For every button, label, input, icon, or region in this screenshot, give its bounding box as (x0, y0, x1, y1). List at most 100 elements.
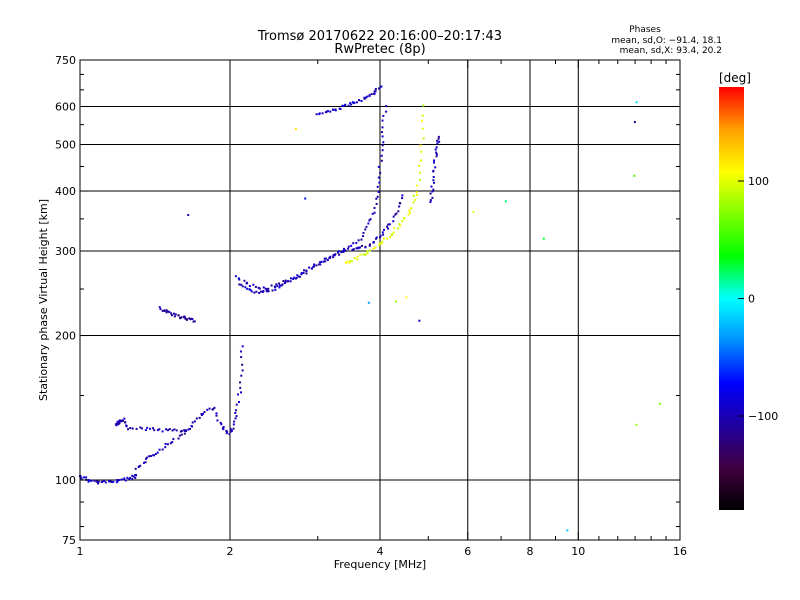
data-point (171, 429, 174, 432)
data-point (129, 427, 132, 430)
y-tick-label: 500 (55, 139, 76, 152)
x-tick-label: 6 (464, 545, 471, 558)
data-point (378, 87, 381, 90)
data-point (164, 446, 167, 449)
data-point (215, 414, 218, 417)
data-point (635, 423, 638, 426)
data-point (191, 421, 194, 424)
data-point (422, 137, 425, 140)
data-point (429, 192, 432, 195)
data-point (382, 233, 385, 236)
x-tick-label: 4 (377, 545, 384, 558)
data-point (139, 464, 142, 467)
data-point (635, 101, 638, 104)
data-point (278, 286, 281, 289)
data-point (93, 479, 96, 482)
data-point (385, 105, 388, 108)
data-point (353, 257, 356, 260)
data-point (284, 279, 287, 282)
data-point (246, 281, 249, 284)
data-point (302, 271, 305, 274)
phase-colorbar: 100 0 −100 (719, 87, 778, 510)
data-point (200, 413, 203, 416)
y-tick-label: 300 (55, 245, 76, 258)
data-point (161, 448, 164, 451)
data-point (436, 139, 439, 142)
data-point (356, 258, 359, 261)
data-point (373, 92, 376, 95)
data-point (363, 97, 366, 100)
data-point (366, 250, 369, 253)
data-point (229, 427, 232, 430)
data-point (405, 296, 408, 299)
data-point (257, 286, 260, 289)
data-point (360, 100, 363, 103)
data-point (281, 283, 284, 286)
data-point (341, 104, 344, 107)
data-point (326, 258, 329, 261)
data-point (123, 477, 126, 480)
data-point (284, 281, 287, 284)
data-point (118, 479, 121, 482)
data-point (193, 320, 196, 323)
data-point (189, 317, 192, 320)
data-point (258, 291, 261, 294)
data-point (407, 213, 410, 216)
data-point (430, 185, 433, 188)
data-point (350, 244, 353, 247)
data-point (340, 251, 343, 254)
data-point (163, 309, 166, 312)
series-second-trace (234, 194, 404, 291)
data-point (319, 261, 322, 264)
data-point (342, 105, 345, 108)
data-point (103, 479, 106, 482)
data-point (167, 429, 170, 432)
data-point (225, 432, 228, 435)
data-point (232, 423, 235, 426)
y-axis-label: Stationary phase Virtual Height [km] (37, 199, 50, 401)
data-point (148, 455, 151, 458)
data-point (120, 478, 123, 481)
data-point (432, 169, 435, 172)
data-point (305, 272, 308, 275)
data-point (273, 285, 276, 288)
data-point (294, 127, 297, 130)
data-point (240, 283, 243, 286)
data-point (252, 283, 255, 286)
axes: 1 2 4 6 8 10 16 75 100 200 300 400 500 600 750 (55, 54, 687, 558)
data-point (123, 417, 126, 420)
data-point (356, 255, 359, 258)
data-point (152, 454, 155, 457)
data-point (346, 260, 349, 263)
data-point (433, 181, 436, 184)
data-point (229, 430, 232, 433)
data-point (158, 448, 161, 451)
data-point (191, 425, 194, 428)
x-tick-label: 10 (571, 545, 585, 558)
data-point (353, 101, 356, 104)
data-point (149, 427, 152, 430)
data-point (177, 314, 180, 317)
data-point (357, 239, 360, 242)
data-point (566, 529, 569, 532)
data-point (185, 318, 188, 321)
data-point (355, 241, 358, 244)
data-point (323, 257, 326, 260)
data-point (183, 429, 186, 432)
data-point (342, 247, 345, 250)
data-point (350, 260, 353, 263)
data-point (338, 250, 341, 253)
y-tick-label: 750 (55, 54, 76, 67)
data-point (300, 272, 303, 275)
data-point (376, 195, 379, 198)
data-point (241, 363, 244, 366)
data-point (421, 127, 424, 130)
data-point (324, 257, 327, 260)
data-point (143, 461, 146, 464)
data-point (164, 442, 167, 445)
data-point (420, 119, 423, 122)
data-point (279, 284, 282, 287)
data-point (126, 476, 129, 479)
data-point (434, 166, 437, 169)
data-point (116, 480, 119, 483)
